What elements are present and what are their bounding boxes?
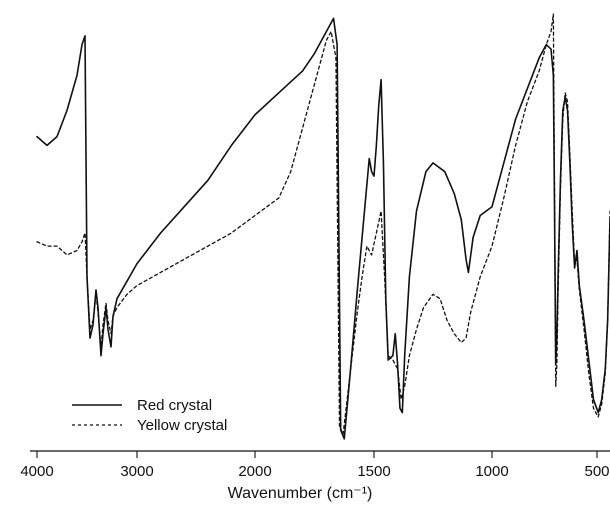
x-axis-title-unit: (cm⁻¹)	[327, 485, 373, 502]
x-ticks: 4000 3000 2000 1500 1000 500	[20, 451, 610, 480]
legend: Red crystal Yellow crystal	[72, 397, 227, 434]
x-tick-label-1000: 1000	[475, 463, 508, 480]
legend-label-red-crystal: Red crystal	[137, 397, 212, 414]
x-tick-label-500: 500	[584, 463, 609, 480]
series-yellow-crystal-line	[36, 13, 610, 436]
x-tick-label-2000: 2000	[238, 463, 271, 480]
series-red-crystal-line	[36, 17, 610, 440]
x-tick-label-4000: 4000	[20, 463, 53, 480]
legend-label-yellow-crystal: Yellow crystal	[137, 417, 227, 434]
x-axis-title-text: Wavenumber	[228, 485, 323, 502]
x-axis: 4000 3000 2000 1500 1000 500 Wavenumber (cm⁻¹…	[20, 450, 610, 502]
plot-area	[36, 13, 610, 440]
x-tick-label-3000: 3000	[120, 463, 153, 480]
x-axis-title: Wavenumber (cm⁻¹)	[228, 485, 373, 502]
x-tick-label-1500: 1500	[357, 463, 390, 480]
